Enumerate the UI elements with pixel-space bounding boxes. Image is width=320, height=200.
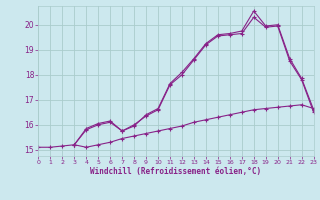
X-axis label: Windchill (Refroidissement éolien,°C): Windchill (Refroidissement éolien,°C) xyxy=(91,167,261,176)
